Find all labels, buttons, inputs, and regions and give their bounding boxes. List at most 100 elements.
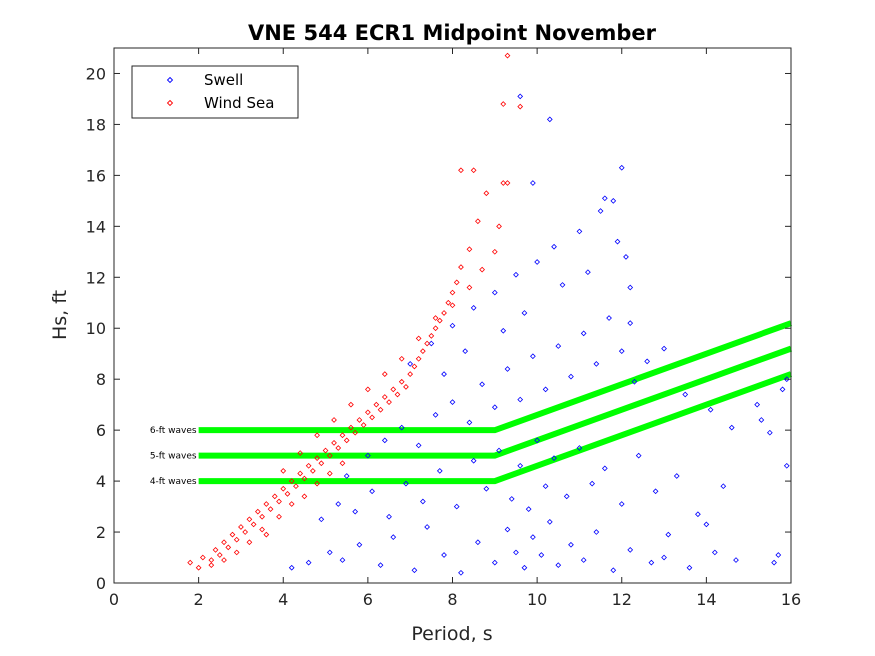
data-point: [555, 343, 562, 349]
data-point: [466, 246, 473, 253]
legend-marker: [166, 76, 174, 84]
data-point: [576, 228, 583, 235]
axis-ticks: 0 2 4 6 8 10 12 14 16 0 2 4 6 8 10 12 14 16 18 20: [86, 48, 801, 609]
data-point: [458, 264, 464, 270]
data-point: [326, 452, 333, 459]
data-point: [661, 345, 667, 352]
data-point: [491, 289, 498, 296]
data-point: [530, 180, 536, 186]
data-point: [420, 498, 426, 505]
data-point: [373, 401, 380, 408]
data-point: [525, 506, 532, 512]
data-point: [593, 361, 600, 367]
data-point: [623, 254, 629, 260]
data-point: [504, 180, 511, 186]
reference-lines: 6-ft waves 5-ft waves 4-ft waves: [150, 320, 793, 487]
reference-line-label: 6-ft waves: [150, 426, 197, 436]
x-tick-label: 12: [612, 590, 632, 609]
data-point: [568, 541, 574, 548]
data-point: [597, 208, 604, 214]
data-point: [576, 445, 583, 451]
data-point: [288, 478, 295, 484]
data-point: [280, 485, 287, 492]
data-point: [398, 378, 405, 385]
data-point: [403, 383, 409, 390]
data-point: [415, 442, 422, 449]
reference-line: [198, 345, 793, 459]
data-point: [513, 271, 519, 278]
data-point: [779, 386, 786, 393]
data-point: [542, 483, 549, 490]
data-point: [398, 424, 405, 431]
data-point: [601, 195, 608, 202]
data-point: [199, 554, 206, 561]
data-point: [466, 419, 473, 426]
data-point: [386, 399, 392, 405]
data-point: [449, 322, 456, 329]
y-tick-label: 20: [86, 64, 106, 83]
data-point: [453, 279, 460, 286]
data-point: [614, 238, 621, 245]
data-point: [195, 564, 202, 571]
data-point: [225, 544, 232, 551]
data-point: [326, 470, 333, 477]
y-tick-label: 18: [86, 115, 106, 134]
data-point: [403, 480, 409, 487]
data-point: [500, 327, 507, 334]
data-point: [601, 465, 608, 472]
data-point: [555, 562, 562, 569]
data-point: [432, 411, 439, 418]
data-point: [424, 524, 430, 530]
data-point: [365, 386, 371, 393]
data-point: [216, 552, 223, 558]
data-point: [618, 348, 625, 355]
data-point: [360, 422, 367, 428]
data-point: [504, 366, 511, 372]
data-point: [331, 417, 337, 423]
data-point: [297, 470, 304, 477]
data-point: [411, 567, 418, 574]
data-point: [530, 534, 536, 541]
data-point: [754, 401, 761, 408]
data-point: [475, 218, 481, 225]
data-point: [695, 511, 701, 518]
legend-marker: [166, 99, 174, 107]
data-point: [682, 391, 689, 398]
data-point: [301, 475, 308, 482]
data-point: [377, 562, 384, 569]
data-point: [254, 508, 261, 515]
data-point: [436, 317, 443, 324]
data-point: [606, 315, 612, 321]
data-point: [508, 496, 515, 502]
data-point: [263, 531, 270, 538]
data-point: [466, 284, 473, 291]
x-tick-label: 16: [781, 590, 801, 609]
data-point: [580, 330, 587, 337]
data-point: [276, 498, 282, 505]
data-point: [720, 483, 727, 490]
reference-line: [198, 320, 793, 434]
data-point: [305, 462, 312, 469]
data-point: [504, 52, 511, 59]
data-point: [470, 167, 477, 174]
data-point: [284, 490, 291, 497]
y-tick-label: 12: [86, 268, 106, 287]
reference-line-label: 4-ft waves: [150, 477, 197, 487]
data-point: [305, 559, 312, 566]
y-axis-label: Hs, ft: [49, 290, 71, 340]
data-point: [221, 557, 227, 563]
data-point: [733, 557, 739, 563]
data-point: [530, 353, 536, 360]
data-point: [771, 559, 777, 566]
y-tick-label: 10: [86, 319, 106, 338]
data-point: [377, 406, 384, 413]
data-point: [267, 506, 274, 512]
data-point: [542, 386, 549, 393]
legend-label: Wind Sea: [204, 94, 274, 112]
data-point: [310, 468, 316, 474]
data-point: [627, 284, 634, 291]
data-point: [339, 460, 346, 467]
data-point: [233, 549, 240, 556]
data-point: [238, 524, 244, 530]
data-point: [297, 450, 304, 456]
